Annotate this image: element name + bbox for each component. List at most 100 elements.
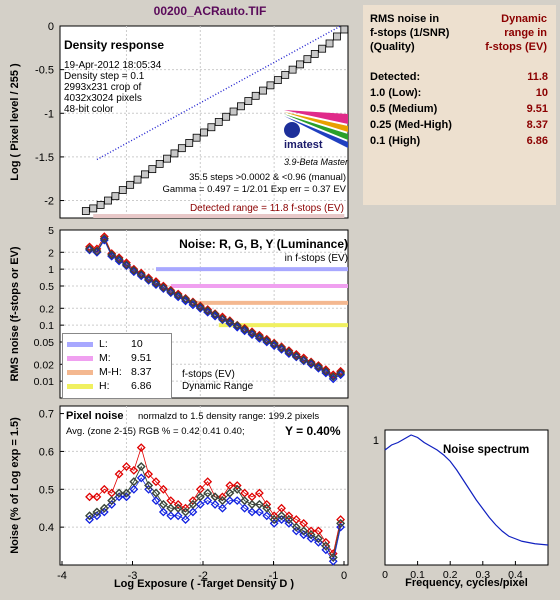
pixel-noise-point (291, 515, 301, 524)
noise-point (195, 303, 205, 313)
y-axis-label: RMS noise (f-stops or EV) (9, 246, 21, 381)
legend-note-2: Dynamic Range (182, 381, 254, 392)
noise-point (107, 250, 117, 260)
imatest-logo-icon (284, 110, 348, 148)
legend-label: M: (99, 352, 111, 364)
density-point (148, 165, 157, 174)
summary-header-line: range in (504, 27, 547, 39)
density-point (273, 76, 282, 85)
density-point (244, 97, 253, 105)
x-tick-label: 0.4 (508, 569, 523, 581)
noise-point (262, 336, 272, 346)
y-tick-label: 2 (48, 247, 54, 259)
pixel-noise-point (299, 526, 309, 536)
noise-point (158, 283, 168, 292)
pixel-noise-point (158, 507, 168, 517)
plot-area (384, 429, 549, 566)
pixel-noise-point (129, 465, 139, 475)
density-point (222, 112, 231, 121)
pixel-noise-point (122, 488, 131, 498)
summary-row-value: 9.51 (526, 103, 548, 115)
pixel-noise-chart: 0.7 0.6 0.5 0.4 -4 -3 -2 -1 0 Noise (% of Log exp… (9, 405, 349, 590)
noise-point (107, 251, 117, 261)
pixel-noise-point (195, 492, 205, 502)
pixel-noise-point (151, 496, 161, 506)
y-tick-label: 0.7 (39, 409, 54, 421)
noise-point (85, 244, 94, 254)
density-title: Density response (64, 38, 165, 52)
noise-point (144, 273, 154, 283)
pixel-noise-point (203, 488, 213, 498)
y-tick-label: 0.4 (39, 522, 54, 534)
legend-swatch (67, 370, 93, 375)
pixel-noise-point (158, 500, 168, 509)
legend-swatch (67, 342, 93, 347)
summary-row-low: 1.0 (Low): 10 (370, 87, 548, 101)
density-point (288, 65, 297, 74)
pixel-noise-point (336, 518, 346, 528)
pixel-noise-point (284, 515, 294, 524)
x-tick-label: 0 (341, 570, 347, 582)
pixel-noise-point (277, 511, 286, 521)
density-point (200, 128, 208, 137)
detected-range-bar (93, 214, 345, 218)
logo-text: imatest (284, 139, 323, 151)
density-point (163, 154, 171, 163)
pixel-noise-point (262, 511, 272, 521)
density-stats-1: 35.5 steps >0.0002 & <0.96 (manual) (189, 172, 346, 183)
y-tick-label: 0.01 (34, 376, 55, 388)
noise-point (166, 285, 176, 295)
legend-value: 6.86 (131, 380, 152, 392)
y-tick-label: 1 (48, 264, 54, 276)
y-tick-label: 0.6 (39, 446, 54, 458)
legend-item: L: 10 (67, 338, 167, 351)
summary-row-label: 0.25 (Med-High) (370, 119, 452, 131)
pixel-noise-point (181, 515, 190, 524)
noise-point (203, 306, 213, 316)
noise-point (247, 328, 257, 338)
noise-point (336, 368, 346, 378)
threshold-bar (156, 267, 348, 272)
pixel-noise-point (173, 503, 183, 513)
summary-row-value: 10 (535, 87, 548, 99)
pixel-noise-point (299, 518, 309, 528)
density-point (296, 60, 304, 69)
density-point (104, 196, 112, 205)
noise-point (99, 232, 109, 242)
density-point (303, 55, 312, 64)
density-point (170, 149, 179, 158)
summary-header-line: RMS noise in (370, 13, 440, 25)
noise-point (269, 339, 279, 349)
density-point (155, 159, 164, 168)
pixel-noise-point (195, 484, 205, 494)
pixel-noise-point (254, 500, 264, 509)
noise-point (336, 370, 346, 380)
noise-point (107, 249, 117, 258)
noise-spectrum-chart: 0 0.1 0.2 0.3 0.4 1 Frequency, cycles/pixel (373, 429, 549, 589)
density-point (177, 144, 186, 153)
x-tick-label: -3 (128, 570, 138, 582)
y-tick-label: 0.1 (39, 320, 54, 332)
legend-item: M-H: 8.37 (67, 366, 167, 379)
threshold-bar (218, 323, 348, 328)
pixel-noise-point (262, 503, 272, 513)
legend-swatch (67, 384, 93, 389)
noise-point (99, 234, 109, 244)
density-point (259, 86, 267, 95)
pixel-noise-point (92, 507, 102, 517)
noise-point (210, 310, 220, 319)
y-tick-label: 1 (373, 435, 379, 447)
density-info-line: 4032x3024 pixels (64, 93, 142, 104)
density-info-line: 48-bit color (64, 104, 114, 115)
density-info-line: 19-Apr-2012 18:05:34 (64, 60, 162, 71)
y-tick-label: -1.5 (35, 152, 54, 164)
noise-point (99, 235, 109, 245)
pixel-noise-point (306, 530, 316, 540)
noise-ev-subtitle: in f-stops (EV) (284, 253, 348, 264)
summary-row-value: 8.37 (526, 119, 548, 131)
y-tick-label: 0.02 (34, 359, 55, 371)
summary-row-label: 0.5 (Medium) (370, 103, 438, 115)
pixel-noise-point (136, 462, 146, 471)
legend-value: 9.51 (131, 352, 152, 364)
noise-point (291, 351, 301, 361)
